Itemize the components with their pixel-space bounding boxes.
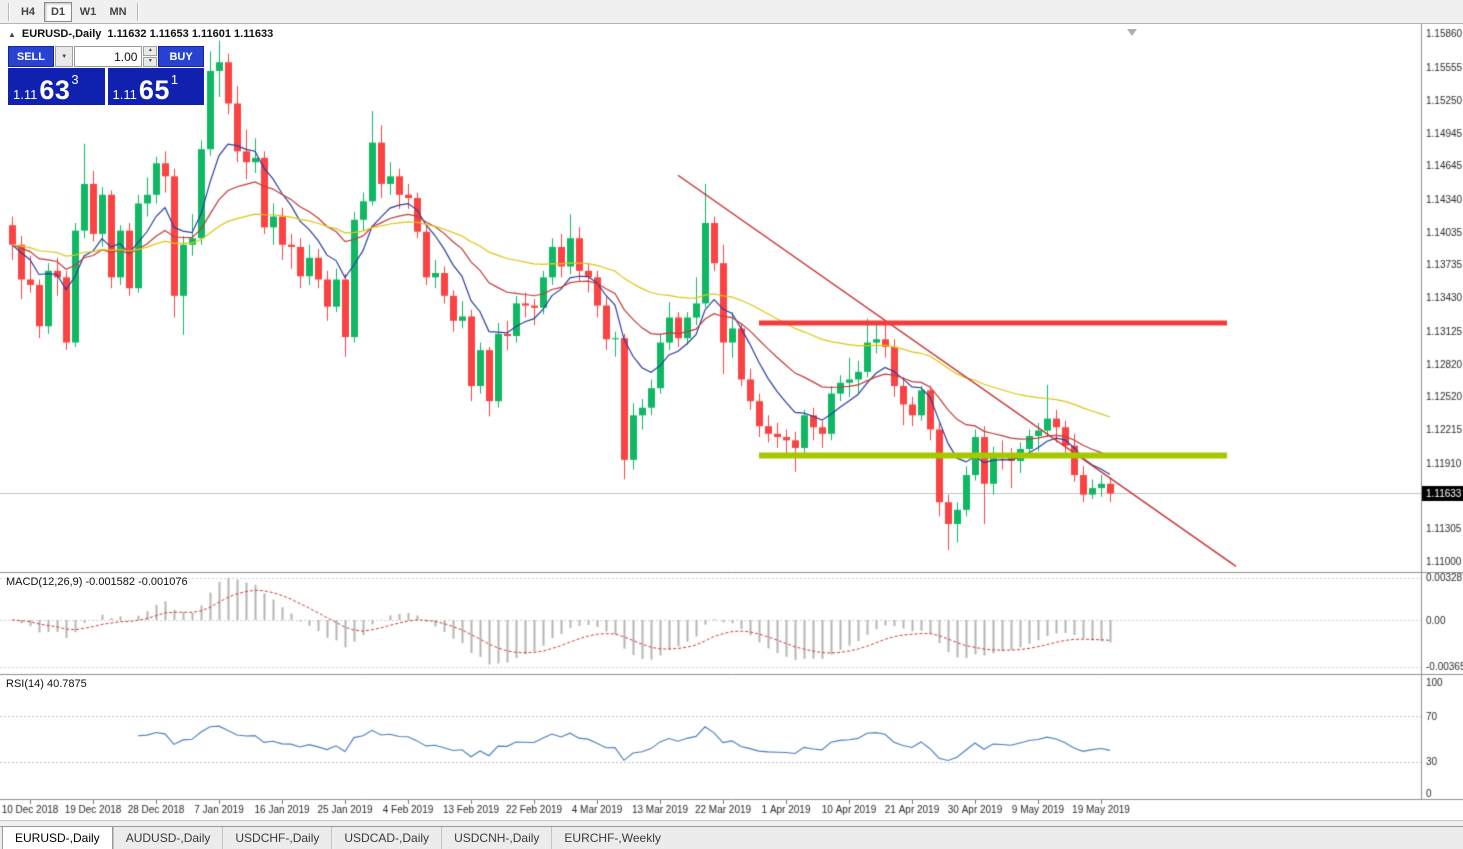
one-click-controls-row: SELL ▼ ▲ ▼ BUY [8, 46, 205, 67]
chevron-down-icon: ▼ [61, 53, 68, 60]
sell-price-prefix: 1.11 [13, 87, 38, 102]
timeframe-button-group: H4 D1 W1 MN [13, 1, 133, 22]
buy-price-point: 1 [170, 72, 179, 87]
volume-decrease-button[interactable]: ▼ [143, 57, 158, 67]
timeframe-button-w1[interactable]: W1 [74, 2, 102, 22]
volume-spinner: ▲ ▼ [143, 46, 158, 67]
chart-ohlc-values: 1.11632 1.11653 1.11601 1.11633 [107, 28, 274, 40]
chart-title: ▲ EURUSD-,Daily 1.11632 1.11653 1.11601 … [8, 28, 273, 40]
horizontal-scrollbar[interactable] [0, 820, 1463, 826]
buy-price-big-digits: 65 [138, 74, 170, 105]
toolbar-separator [137, 2, 138, 21]
chart-tab-usdcnh-daily[interactable]: USDCNH-,Daily [441, 827, 551, 849]
sell-price-display[interactable]: 1.11 63 3 [8, 68, 105, 105]
one-click-trading-panel: SELL ▼ ▲ ▼ BUY 1.11 63 3 1.11 [8, 46, 205, 105]
chart-tabs-bar: EURUSD-,Daily AUDUSD-,Daily USDCHF-,Daily U… [0, 826, 1463, 849]
rsi-indicator-label: RSI(14) 40.7875 [6, 678, 87, 690]
macd-indicator-label: MACD(12,26,9) -0.001582 -0.001076 [6, 576, 188, 588]
chart-window: ▲ EURUSD-,Daily 1.11632 1.11653 1.11601 … [0, 24, 1463, 820]
chart-tab-eurchf-weekly[interactable]: EURCHF-,Weekly [551, 827, 672, 849]
timeframe-button-mn[interactable]: MN [104, 2, 132, 22]
buy-button[interactable]: BUY [158, 46, 205, 67]
rsi-name: RSI(14) [6, 678, 44, 690]
chart-symbol: EURUSD-,Daily [21, 28, 102, 40]
collapse-panel-icon[interactable]: ▲ [8, 29, 16, 39]
sell-price-big-digits: 63 [39, 74, 71, 105]
sell-button[interactable]: SELL [8, 46, 54, 67]
buy-price-display[interactable]: 1.11 65 1 [107, 68, 204, 105]
timeframe-button-d1[interactable]: D1 [44, 1, 72, 22]
price-chart-canvas[interactable] [0, 24, 1463, 820]
macd-name: MACD(12,26,9) [6, 576, 83, 588]
timeframe-button-h4[interactable]: H4 [14, 2, 42, 22]
rsi-value: 40.7875 [46, 678, 87, 690]
chart-scroll-marker-icon[interactable] [1127, 29, 1137, 36]
one-click-price-row: 1.11 63 3 1.11 65 1 [8, 68, 204, 105]
chart-tab-usdcad-daily[interactable]: USDCAD-,Daily [331, 827, 441, 849]
chart-tab-usdchf-daily[interactable]: USDCHF-,Daily [222, 827, 331, 849]
volume-input[interactable] [74, 46, 143, 67]
buy-price-prefix: 1.11 [112, 87, 137, 102]
timeframe-toolbar: H4 D1 W1 MN [0, 0, 1463, 24]
chart-tab-audusd-daily[interactable]: AUDUSD-,Daily [112, 827, 223, 849]
volume-increase-button[interactable]: ▲ [143, 46, 158, 56]
macd-values: -0.001582 -0.001076 [85, 576, 188, 588]
sell-price-point: 3 [71, 72, 79, 87]
volume-dropdown-button[interactable]: ▼ [54, 46, 74, 67]
chart-tab-eurusd-daily[interactable]: EURUSD-,Daily [2, 826, 113, 849]
toolbar-separator [8, 2, 9, 21]
